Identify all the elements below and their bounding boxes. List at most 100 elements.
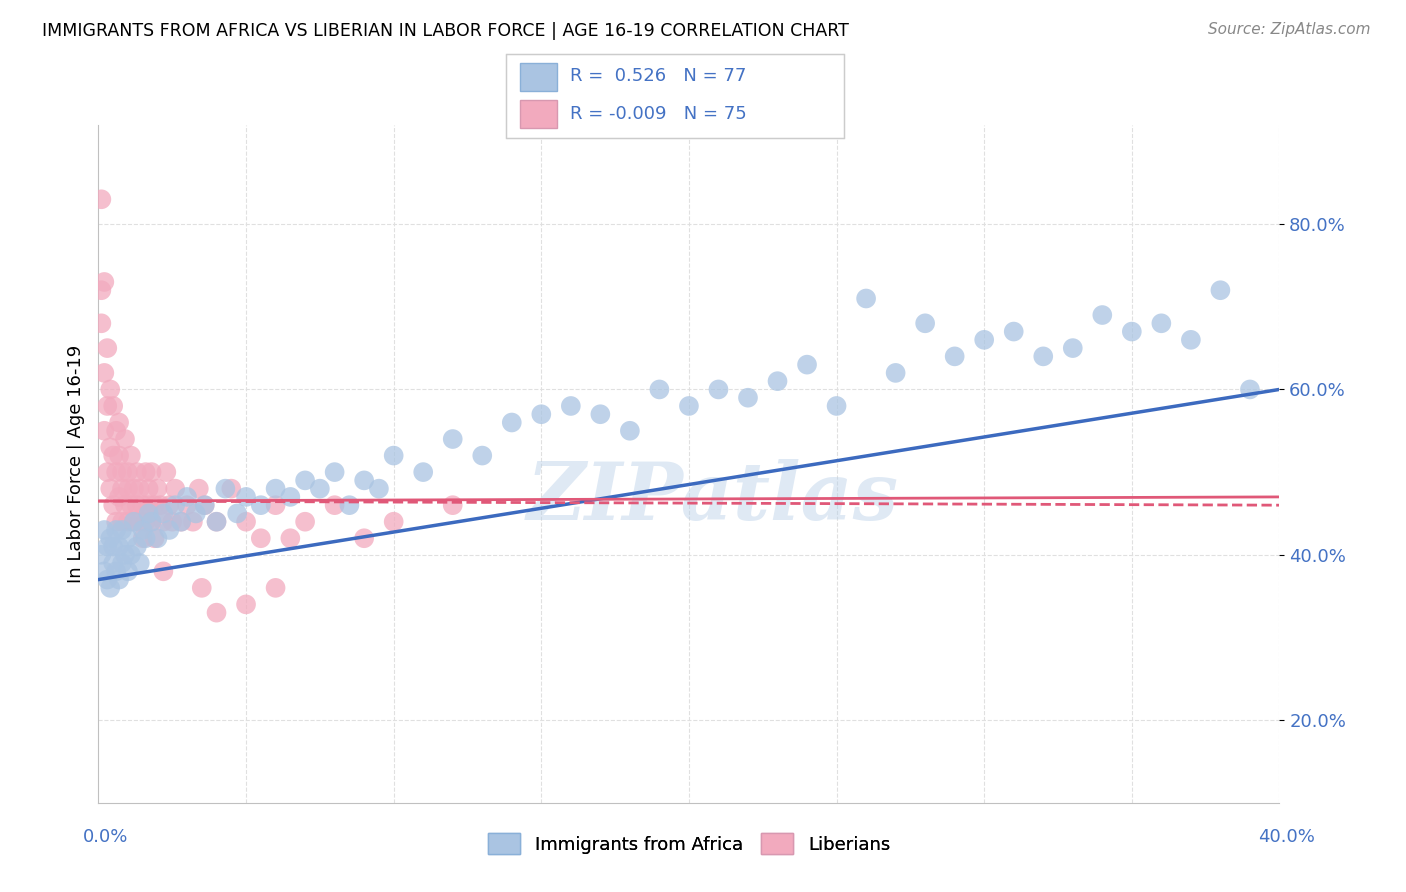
Point: [914, 316, 936, 330]
Point: [103, 556, 125, 570]
Point: [143, 531, 166, 545]
Point: [1032, 350, 1054, 364]
Point: [108, 416, 131, 430]
Point: [93, 366, 115, 380]
Point: [90, 192, 112, 206]
Point: [128, 556, 150, 570]
Point: [250, 498, 273, 512]
Point: [264, 482, 287, 496]
Point: [111, 556, 134, 570]
Point: [162, 515, 183, 529]
Point: [707, 383, 730, 397]
Point: [264, 581, 287, 595]
Point: [128, 482, 150, 496]
Point: [141, 465, 163, 479]
Point: [441, 498, 464, 512]
Point: [135, 515, 157, 529]
Point: [114, 498, 136, 512]
Point: [264, 498, 287, 512]
Point: [125, 465, 148, 479]
Point: [96, 399, 118, 413]
Point: [146, 531, 169, 545]
Point: [368, 482, 391, 496]
Point: [117, 465, 139, 479]
Point: [235, 490, 257, 504]
Text: R = -0.009   N = 75: R = -0.009 N = 75: [571, 104, 747, 123]
Point: [149, 498, 172, 512]
Point: [105, 424, 128, 438]
Point: [323, 465, 346, 479]
Point: [294, 474, 316, 488]
Point: [93, 523, 115, 537]
Point: [226, 507, 249, 521]
Point: [278, 490, 302, 504]
Point: [93, 424, 115, 438]
Point: [1239, 383, 1261, 397]
Point: [90, 283, 112, 297]
Point: [117, 531, 139, 545]
Point: [194, 498, 217, 512]
Point: [117, 482, 139, 496]
Point: [1062, 341, 1084, 355]
Point: [143, 498, 166, 512]
Point: [93, 564, 115, 578]
Point: [120, 498, 142, 512]
Legend: Immigrants from Africa, Liberians: Immigrants from Africa, Liberians: [481, 826, 897, 862]
Point: [105, 523, 128, 537]
Point: [114, 548, 136, 562]
Point: [96, 341, 118, 355]
Point: [181, 515, 204, 529]
Point: [103, 540, 125, 554]
Point: [884, 366, 907, 380]
Point: [117, 564, 139, 578]
Point: [141, 515, 163, 529]
Point: [138, 498, 160, 512]
Point: [120, 548, 142, 562]
Point: [530, 407, 553, 421]
Point: [132, 531, 155, 545]
Point: [108, 490, 131, 504]
Point: [205, 515, 228, 529]
Point: [132, 523, 155, 537]
Point: [194, 498, 217, 512]
Point: [90, 316, 112, 330]
Point: [648, 383, 671, 397]
Point: [157, 498, 180, 512]
Point: [309, 482, 332, 496]
Point: [1121, 325, 1143, 339]
Point: [117, 515, 139, 529]
Point: [737, 391, 759, 405]
Point: [235, 598, 257, 612]
Point: [120, 449, 142, 463]
Point: [108, 573, 131, 587]
Point: [111, 515, 134, 529]
Text: 40.0%: 40.0%: [1258, 828, 1315, 846]
Point: [108, 540, 131, 554]
Point: [105, 465, 128, 479]
Point: [152, 515, 174, 529]
Point: [96, 465, 118, 479]
Point: [796, 358, 818, 372]
Point: [560, 399, 582, 413]
Point: [98, 440, 121, 454]
Point: [176, 490, 198, 504]
Point: [678, 399, 700, 413]
FancyBboxPatch shape: [520, 100, 557, 128]
Point: [103, 449, 125, 463]
Point: [98, 482, 121, 496]
Text: R =  0.526   N = 77: R = 0.526 N = 77: [571, 68, 747, 86]
Point: [105, 564, 128, 578]
Point: [90, 548, 112, 562]
Point: [132, 498, 155, 512]
Text: ZIPatlas: ZIPatlas: [526, 459, 898, 536]
Point: [98, 531, 121, 545]
Point: [294, 515, 316, 529]
Y-axis label: In Labor Force | Age 16-19: In Labor Force | Age 16-19: [66, 344, 84, 583]
Point: [111, 523, 134, 537]
Point: [108, 449, 131, 463]
Point: [219, 482, 242, 496]
Point: [1002, 325, 1025, 339]
Point: [184, 507, 207, 521]
Point: [114, 432, 136, 446]
Point: [135, 531, 157, 545]
